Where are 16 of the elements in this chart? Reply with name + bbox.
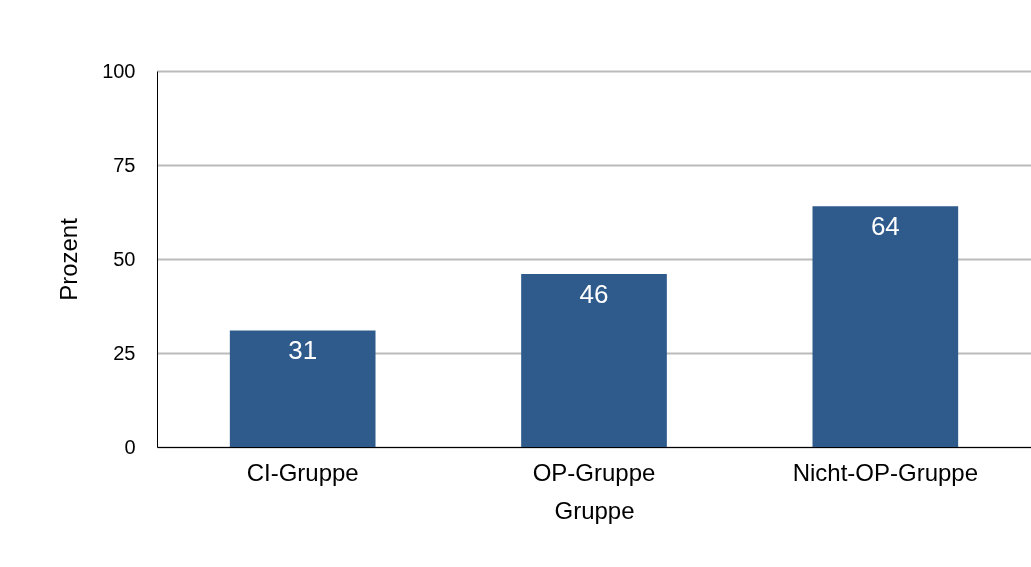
y-tick-label: 0 (124, 435, 136, 458)
bar (521, 274, 667, 447)
data-label: 31 (288, 335, 318, 366)
y-tick-label: 75 (113, 153, 136, 176)
y-axis-title: Prozent (55, 217, 83, 301)
bar (812, 206, 959, 447)
x-tick-label: CI-Gruppe (246, 458, 359, 486)
x-tick-label: Nicht-OP-Gruppe (792, 458, 979, 486)
y-tick-label: 25 (113, 341, 136, 364)
x-axis-title: Gruppe (554, 496, 635, 524)
y-tick-label: 100 (102, 59, 136, 82)
bar (229, 330, 376, 447)
y-tick-label: 50 (113, 247, 136, 270)
data-label: 46 (579, 279, 609, 310)
x-tick-label: OP-Gruppe (532, 458, 656, 486)
data-label: 64 (870, 211, 900, 242)
